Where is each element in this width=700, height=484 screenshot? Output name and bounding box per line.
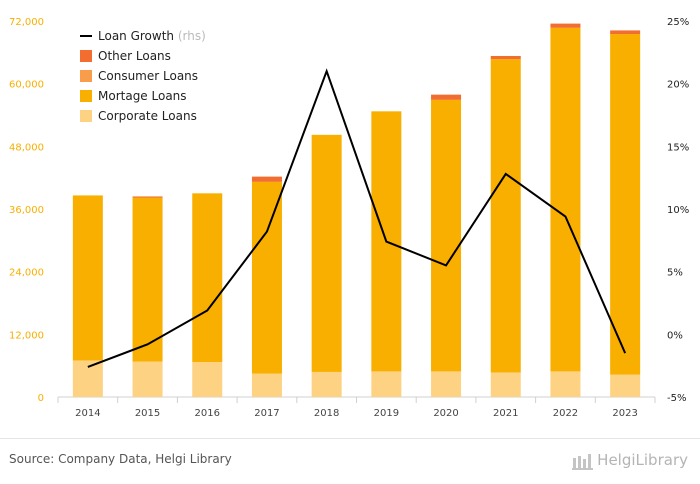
y-left-tick-label: 60,000	[9, 80, 44, 91]
y-right-tick-label: -5%	[667, 393, 686, 404]
bar-corporate-loans	[371, 371, 402, 397]
bar-corporate-loans	[550, 371, 581, 397]
y-right-tick-label: 10%	[667, 205, 689, 216]
bar-mortage-loans	[72, 195, 103, 361]
bar-corporate-loans	[431, 371, 462, 397]
x-tick-label: 2014	[75, 408, 100, 419]
loan-growth-polyline	[87, 68, 627, 368]
y-right-tick-label: 20%	[667, 80, 689, 91]
x-tick-label: 2018	[314, 408, 339, 419]
bar-mortage-loans	[431, 99, 462, 372]
bar-mortage-loans	[132, 197, 163, 362]
legend-label-loan-growth: Loan Growth (rhs)	[98, 29, 206, 43]
bar-corporate-loans	[192, 362, 223, 397]
bar-other-loans	[490, 55, 521, 60]
x-tick-label: 2021	[493, 408, 518, 419]
legend-rhs-note: (rhs)	[178, 29, 206, 43]
bars	[72, 23, 641, 397]
x-tick-label: 2017	[254, 408, 279, 419]
legend-label-corporate-loans: Corporate Loans	[98, 109, 197, 123]
axes: 0 12,000 24,000 36,000 48,000 60,000 72,000 -5%…	[9, 17, 689, 419]
bar-other-loans	[132, 196, 163, 198]
chart: 0 12,000 24,000 36,000 48,000 60,000 72,000 -5%…	[9, 17, 689, 419]
legend-label-mortage-loans: Mortage Loans	[98, 89, 187, 103]
y-left-tick-label: 0	[38, 393, 44, 404]
y-right-tick-label: 5%	[667, 268, 683, 279]
y-right-tick-label: 0%	[667, 330, 683, 341]
legend-swatch-corporate-loans	[80, 110, 92, 122]
x-tick-label: 2022	[553, 408, 578, 419]
x-tick-label: 2016	[195, 408, 220, 419]
bar-mortage-loans	[192, 193, 223, 363]
brand-name: HelgiLibrary	[597, 451, 688, 469]
y-left-tick-label: 36,000	[9, 205, 44, 216]
library-logo-icon	[572, 454, 594, 470]
y-left-tick-label: 12,000	[9, 330, 44, 341]
legend-label-other-loans: Other Loans	[98, 49, 171, 63]
bar-other-loans	[610, 30, 641, 35]
x-tick-label: 2023	[612, 408, 637, 419]
bar-corporate-loans	[490, 372, 521, 397]
legend-swatch-other-loans	[80, 50, 92, 62]
bar-corporate-loans	[610, 374, 641, 397]
bar-corporate-loans	[132, 361, 163, 397]
bar-other-loans	[431, 94, 462, 100]
legend-swatch-mortage-loans	[80, 90, 92, 102]
bar-other-loans	[550, 23, 581, 28]
legend-swatch-consumer-loans	[80, 70, 92, 82]
x-tick-label: 2015	[135, 408, 160, 419]
bar-mortage-loans	[550, 27, 581, 372]
bar-mortage-loans	[311, 134, 342, 372]
footer: Source: Company Data, Helgi Library Helg…	[0, 438, 700, 484]
source-note: Source: Company Data, Helgi Library	[9, 452, 232, 466]
bar-corporate-loans	[251, 373, 282, 397]
y-left-tick-label: 48,000	[9, 142, 44, 153]
bar-mortage-loans	[251, 181, 282, 374]
loan-growth-line	[87, 68, 627, 368]
bar-mortage-loans	[610, 34, 641, 375]
x-tick-label: 2019	[374, 408, 399, 419]
bar-other-loans	[251, 176, 282, 182]
bar-mortage-loans	[490, 59, 521, 373]
legend-label-consumer-loans: Consumer Loans	[98, 69, 198, 83]
bar-corporate-loans	[311, 371, 342, 397]
brand: HelgiLibrary	[572, 449, 688, 471]
x-tick-label: 2020	[433, 408, 458, 419]
y-left-tick-label: 72,000	[9, 17, 44, 28]
y-left-tick-label: 24,000	[9, 268, 44, 279]
legend: Loan Growth (rhs) Other Loans Consumer Loa…	[80, 29, 206, 123]
y-right-tick-label: 15%	[667, 142, 689, 153]
y-right-tick-label: 25%	[667, 17, 689, 28]
